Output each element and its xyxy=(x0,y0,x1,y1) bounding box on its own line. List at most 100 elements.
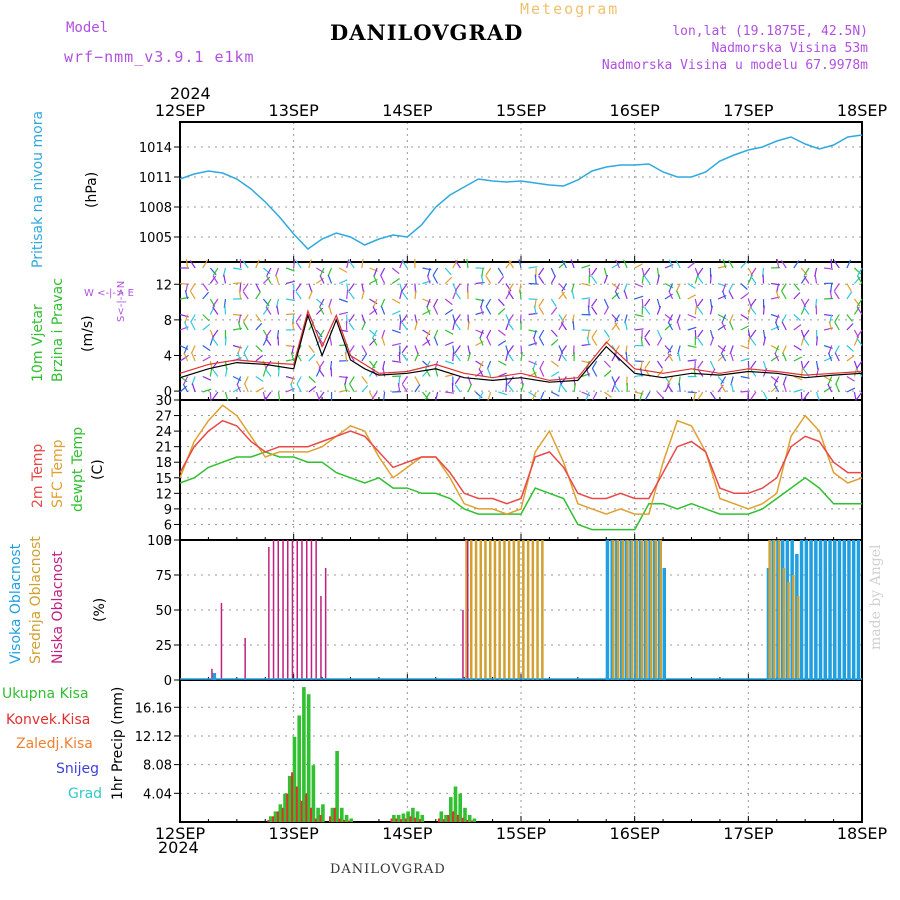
wind-barb xyxy=(668,290,674,300)
wind-barb xyxy=(586,336,590,346)
wind-barb xyxy=(539,360,545,370)
wind-barb xyxy=(452,321,456,331)
x-tick-label-top: 12SEP xyxy=(155,101,206,120)
precip-bar-total xyxy=(302,687,306,822)
wind-barb xyxy=(561,314,567,323)
cloud-bar-low xyxy=(306,540,308,680)
wind-speed-line xyxy=(179,313,863,383)
wind-barb xyxy=(800,336,805,346)
wind-barb xyxy=(800,267,808,276)
wind-barb xyxy=(687,282,696,289)
wind-barb xyxy=(560,384,567,393)
wind-barb xyxy=(781,314,787,323)
wind-barb xyxy=(401,260,408,269)
y-tick-label: 75 xyxy=(155,569,172,584)
wind-barb xyxy=(497,360,507,366)
wind-barb xyxy=(290,376,295,386)
dewpoint-line xyxy=(179,451,862,531)
wind-barb xyxy=(750,368,757,377)
precip-bar-total xyxy=(401,813,406,822)
wind-barb xyxy=(644,391,651,401)
wind-barb xyxy=(856,337,863,346)
wind-barb xyxy=(827,383,833,393)
wind-barb xyxy=(853,391,857,401)
wind-barb xyxy=(520,383,525,393)
legend-snow: Snijeg xyxy=(56,761,100,777)
precip-bar-convective xyxy=(267,819,270,822)
cloud-bar-mid xyxy=(787,582,790,680)
wind-barb xyxy=(285,280,295,285)
wind-barb xyxy=(480,298,484,308)
wind-barb xyxy=(361,376,368,384)
wind-barb xyxy=(343,383,348,393)
wind-barb xyxy=(505,260,512,269)
wind-barb xyxy=(774,352,780,362)
cloud-bar-mid xyxy=(659,540,662,680)
wind-barb xyxy=(570,259,575,269)
wind-barb xyxy=(444,341,454,347)
wind-barb xyxy=(265,391,272,400)
precip-bar-convective xyxy=(343,819,346,822)
wind-barb xyxy=(781,345,787,354)
wind-barb xyxy=(729,321,734,331)
wind-barb xyxy=(238,314,242,324)
wind-barb xyxy=(803,275,810,284)
wind-barb xyxy=(397,383,401,393)
wind-barb xyxy=(824,267,834,270)
sfc-temp-line xyxy=(179,404,863,515)
wind-barb xyxy=(803,267,810,276)
wind-barb xyxy=(592,391,598,401)
wind-barb xyxy=(236,383,242,393)
wind-barb xyxy=(498,372,507,378)
wind-barb xyxy=(528,266,538,269)
wind-barb xyxy=(316,277,325,284)
wind-barb xyxy=(740,260,748,269)
cloud-bar-low xyxy=(272,540,275,680)
cloud-bar-mid xyxy=(616,540,620,680)
precip-bar-convective xyxy=(471,820,473,822)
wind-barb xyxy=(634,328,644,331)
wind-barb xyxy=(664,353,671,362)
wind-barb xyxy=(591,337,598,346)
wind-barb xyxy=(611,322,618,331)
wind-barb xyxy=(747,305,752,315)
wind-barb xyxy=(479,329,484,339)
wind-barb xyxy=(750,360,757,369)
wind-barb xyxy=(561,283,567,292)
wind-barb xyxy=(750,337,757,346)
wind-barb xyxy=(276,305,280,315)
wind-barb xyxy=(532,367,537,377)
wind-barb xyxy=(624,321,628,331)
wind-barb xyxy=(507,345,514,354)
wind-barb xyxy=(414,345,419,355)
wind-barb xyxy=(212,368,219,377)
cloud-bar-high xyxy=(814,540,818,680)
wind-barb xyxy=(531,391,537,401)
wind-barb xyxy=(242,283,249,292)
wind-barb xyxy=(793,292,801,300)
y-tick-label: 4 xyxy=(164,349,172,364)
wind-gust-line xyxy=(179,309,863,382)
wind-barb xyxy=(591,368,598,377)
wind-barb xyxy=(212,275,219,284)
wind-barb xyxy=(454,345,461,354)
wind-barb xyxy=(290,352,295,362)
wind-barb xyxy=(720,384,727,393)
wind-barb xyxy=(558,291,565,300)
wind-barb xyxy=(573,383,576,393)
wind-barb xyxy=(644,275,651,284)
wind-barb xyxy=(747,391,749,402)
panel-frame xyxy=(179,399,863,541)
wind-barb xyxy=(237,352,242,362)
wind-barb xyxy=(262,391,266,401)
wind-barb xyxy=(623,259,628,269)
wind-barb xyxy=(435,391,439,401)
wind-barb xyxy=(667,345,674,354)
wind-barb xyxy=(224,305,227,315)
x-tick-label-bottom: 13SEP xyxy=(269,824,320,843)
wind-barb xyxy=(857,267,863,277)
wind-barb xyxy=(656,305,662,315)
wind-barb xyxy=(202,291,210,300)
precip-bar-total xyxy=(273,811,278,822)
cloud-bar-high xyxy=(842,540,846,680)
